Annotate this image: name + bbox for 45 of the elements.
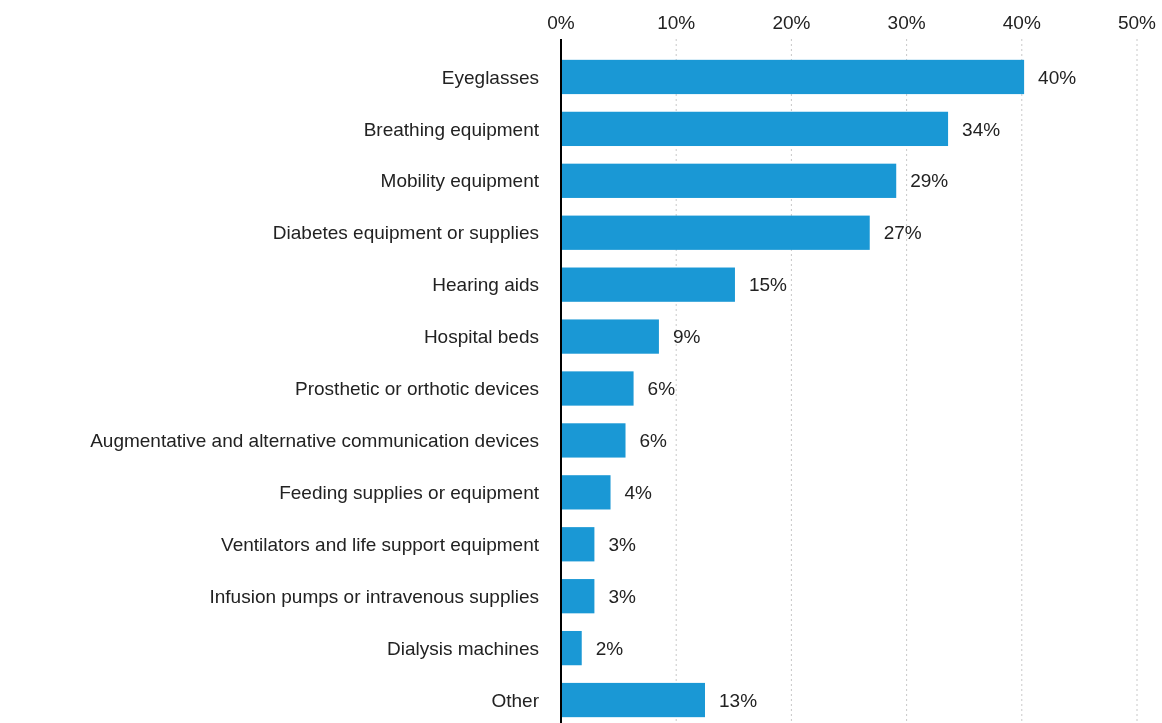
bar xyxy=(561,630,582,666)
bar xyxy=(561,319,659,354)
y-tick-label: Mobility equipment xyxy=(380,170,540,192)
bar xyxy=(561,475,611,510)
data-label: 34% xyxy=(962,118,1001,140)
x-tick-label: 10% xyxy=(657,12,696,33)
y-tick-label: Ventilators and life support equipment xyxy=(221,533,540,555)
data-label: 3% xyxy=(608,533,636,555)
data-label: 3% xyxy=(608,585,636,607)
data-label: 29% xyxy=(910,170,949,192)
y-tick-label: Eyeglasses xyxy=(441,66,539,88)
data-label: 4% xyxy=(624,482,653,503)
y-tick-label: Diabetes equipment or supplies xyxy=(272,222,539,244)
y-tick-label: Hospital beds xyxy=(423,326,539,348)
data-label: 6% xyxy=(647,378,676,400)
data-label: 2% xyxy=(595,637,624,659)
data-label: 13% xyxy=(719,689,758,711)
y-tick-label: Breathing equipment xyxy=(363,118,540,140)
data-label: 9% xyxy=(672,326,701,348)
bar xyxy=(561,111,949,147)
bar xyxy=(561,59,1025,95)
bar xyxy=(561,163,897,198)
x-tick-label: 40% xyxy=(1002,12,1041,33)
bar xyxy=(561,215,870,250)
y-tick-label: Hearing aids xyxy=(432,274,539,296)
data-label: 27% xyxy=(883,222,922,244)
bar xyxy=(561,371,634,406)
x-tick-label: 20% xyxy=(772,12,811,33)
y-tick-label: Prosthetic or orthotic devices xyxy=(295,378,539,400)
x-tick-label: 0% xyxy=(547,12,575,33)
data-label: 40% xyxy=(1038,66,1077,88)
data-label: 6% xyxy=(639,430,668,452)
bar xyxy=(561,682,705,718)
x-tick-label: 50% xyxy=(1117,12,1157,33)
bar xyxy=(561,423,626,458)
y-tick-label: Infusion pumps or intravenous supplies xyxy=(209,585,539,607)
y-tick-label: Other xyxy=(491,689,540,711)
y-tick-label: Augmentative and alternative communication devices xyxy=(90,430,539,452)
x-tick-label: 30% xyxy=(887,12,926,33)
y-tick-label: Dialysis machines xyxy=(386,637,539,659)
data-label: 15% xyxy=(748,274,788,296)
bar xyxy=(561,579,595,614)
y-tick-label: Feeding supplies or equipment xyxy=(279,482,540,503)
bar xyxy=(561,267,735,302)
bar xyxy=(561,527,595,562)
